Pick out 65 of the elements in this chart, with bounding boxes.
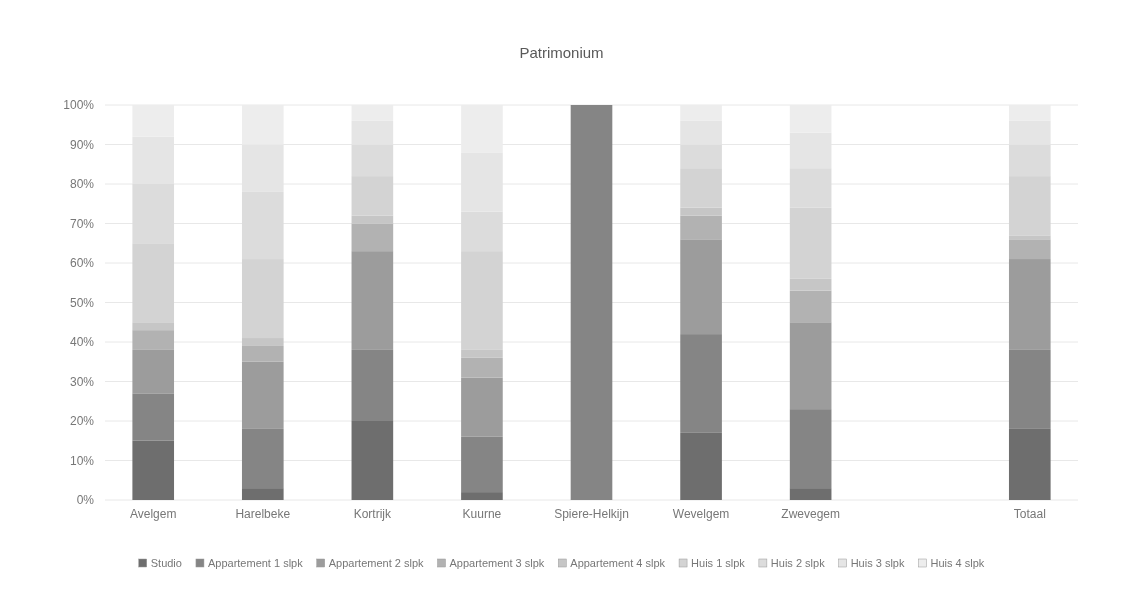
bar <box>132 393 175 441</box>
legend-label: Huis 3 slpk <box>850 557 905 569</box>
bar <box>680 334 722 433</box>
x-tick-label: Harelbeke <box>235 506 291 521</box>
y-tick-label: 70% <box>69 216 95 231</box>
bar <box>351 223 394 252</box>
bar <box>461 349 503 358</box>
bar <box>789 488 832 500</box>
bar <box>789 322 832 410</box>
legend-label: Appartement 3 slpk <box>449 557 545 569</box>
bar <box>351 421 394 500</box>
x-tick-label: Totaal <box>1013 506 1046 521</box>
bar <box>680 432 722 500</box>
y-tick-label: 100% <box>63 98 95 113</box>
x-tick-label: Avelgem <box>129 506 177 521</box>
bar <box>680 207 722 216</box>
legend-label: Huis 1 slpk <box>691 557 746 569</box>
y-tick-label: 50% <box>69 295 95 310</box>
legend-label: Appartement 2 slpk <box>328 557 424 569</box>
y-tick-label: 0% <box>76 493 95 508</box>
bar <box>461 436 503 493</box>
bar <box>461 377 503 437</box>
y-tick-label: 20% <box>69 414 95 429</box>
y-tick-label: 60% <box>69 256 95 271</box>
x-tick-label: Kortrijk <box>353 506 393 521</box>
x-tick-label: Zwevegem <box>781 506 840 521</box>
bar <box>680 239 722 335</box>
bar <box>680 215 722 240</box>
legend-label: Huis 2 slpk <box>770 557 826 569</box>
bar <box>132 440 175 500</box>
bar <box>461 492 503 500</box>
bar <box>789 409 832 489</box>
bar <box>1008 428 1051 500</box>
bar <box>241 428 284 489</box>
bar <box>132 330 175 350</box>
x-tick-label: Wevelgem <box>672 506 730 521</box>
y-tick-label: 90% <box>69 137 95 152</box>
chart-title: Patrimonium <box>519 44 604 61</box>
bar <box>132 349 175 394</box>
bar <box>132 322 175 331</box>
y-tick-label: 10% <box>69 453 95 468</box>
bar <box>351 349 394 421</box>
legend-label: Appartement 1 slpk <box>207 557 304 569</box>
x-tick-label: Spiere-Helkijn <box>554 506 629 521</box>
bar <box>241 345 284 362</box>
x-tick-label: Kuurne <box>462 506 502 521</box>
legend-label: Studio <box>150 557 182 569</box>
bar <box>351 215 394 224</box>
bar <box>241 361 284 429</box>
bar <box>789 278 832 291</box>
y-tick-label: 30% <box>69 374 95 389</box>
y-tick-label: 40% <box>69 335 95 350</box>
bar <box>1008 259 1051 350</box>
bar <box>1008 349 1051 429</box>
bar <box>1008 235 1051 240</box>
bar <box>789 290 832 323</box>
legend-label: Huis 4 slpk <box>930 557 985 569</box>
legend-label: Appartement 4 slpk <box>570 557 666 569</box>
bar <box>351 251 394 350</box>
bar <box>241 338 284 346</box>
bar <box>241 488 284 500</box>
bar <box>570 105 613 500</box>
y-tick-label: 80% <box>69 177 95 192</box>
bar <box>461 357 503 378</box>
bar <box>1008 239 1051 260</box>
